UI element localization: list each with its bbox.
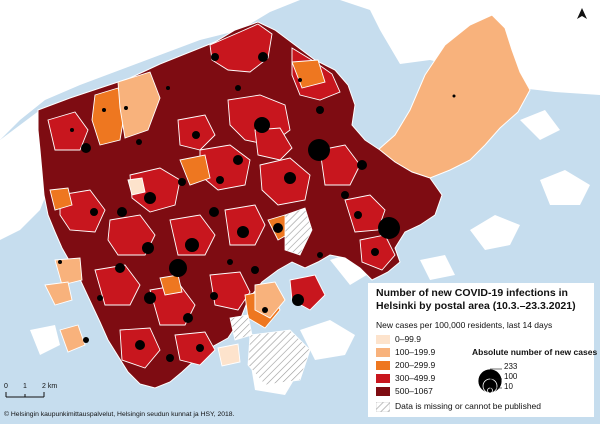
absolute-cases-title: Absolute number of new cases bbox=[472, 347, 598, 357]
legend-swatch bbox=[376, 387, 390, 396]
legend-class-label: 300–499.9 bbox=[395, 373, 436, 383]
legend-swatch bbox=[376, 361, 390, 370]
north-arrow-icon bbox=[577, 8, 587, 19]
scale-label-0: 0 bbox=[4, 383, 8, 390]
legend-swatch bbox=[376, 374, 390, 383]
legend-title: Number of new COVID-19 infections in Hel… bbox=[376, 287, 576, 312]
legend-subtitle: New cases per 100,000 residents, last 14… bbox=[376, 320, 553, 330]
land-outside-west bbox=[0, 110, 50, 240]
legend-swatch bbox=[376, 335, 390, 344]
case-dots bbox=[58, 52, 456, 362]
legend-class-label: 100–199.9 bbox=[395, 347, 436, 357]
scale-label-1: 1 bbox=[23, 383, 27, 390]
legend-class-label: 200–299.9 bbox=[395, 360, 436, 370]
copyright-text: © Helsingin kaupunkimittauspalvelut, Hel… bbox=[4, 411, 235, 418]
absolute-value-100: 100 bbox=[504, 372, 518, 381]
missing-data-label: Data is missing or cannot be published bbox=[395, 401, 541, 411]
scale-bar bbox=[5, 392, 45, 398]
districts-100-199 bbox=[44, 71, 286, 353]
land-outside-north bbox=[0, 0, 600, 140]
legend-panel: Number of new COVID-19 infections in Hel… bbox=[368, 283, 598, 417]
scale-label-2: 2 km bbox=[42, 383, 58, 390]
absolute-value-10: 10 bbox=[504, 382, 513, 391]
legend-class-label: 500–1067 bbox=[395, 386, 433, 396]
legend-swatch bbox=[376, 348, 390, 357]
legend-class-label: 0–99.9 bbox=[395, 334, 421, 344]
districts-0-99 bbox=[127, 177, 241, 367]
missing-data-swatch bbox=[376, 402, 390, 412]
districts-missing bbox=[229, 207, 313, 386]
absolute-value-233: 233 bbox=[504, 362, 518, 371]
absolute-cases-circles bbox=[477, 368, 503, 394]
